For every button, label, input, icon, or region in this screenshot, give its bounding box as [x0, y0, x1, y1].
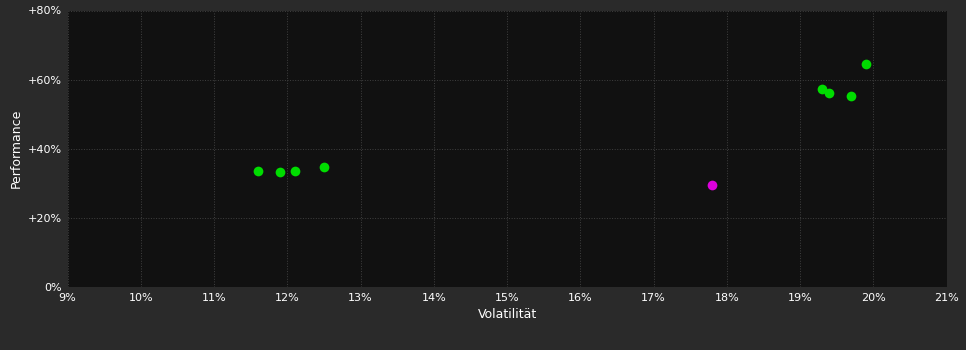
- Point: [287, 168, 302, 174]
- Point: [316, 164, 331, 170]
- Point: [843, 93, 859, 99]
- Point: [814, 86, 830, 92]
- Point: [859, 61, 874, 67]
- Point: [250, 168, 266, 174]
- Y-axis label: Performance: Performance: [10, 109, 22, 188]
- Point: [704, 182, 720, 188]
- X-axis label: Volatilität: Volatilität: [477, 308, 537, 321]
- Point: [822, 91, 838, 96]
- Point: [272, 169, 288, 175]
